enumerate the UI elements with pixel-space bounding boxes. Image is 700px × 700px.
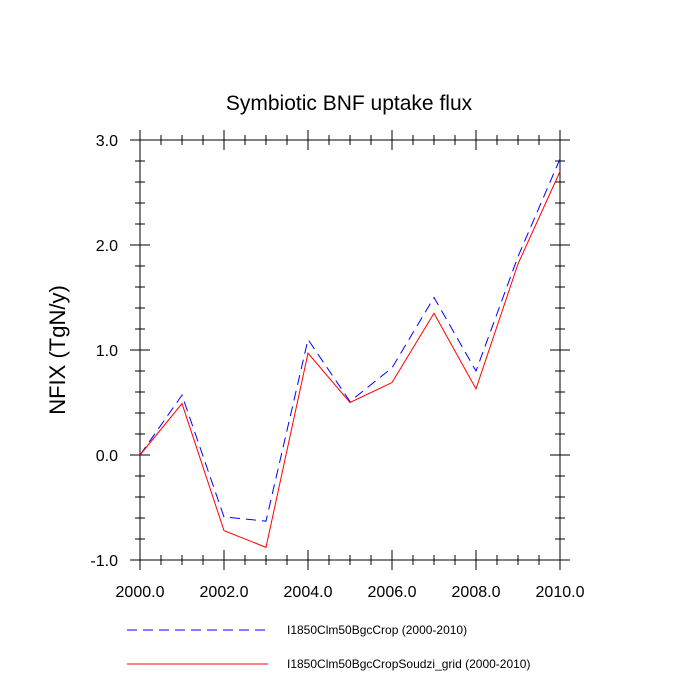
x-tick-label: 2006.0 — [368, 584, 417, 601]
x-tick-label: 2010.0 — [536, 584, 585, 601]
series-line-1 — [139, 158, 561, 522]
series-line-2 — [139, 171, 561, 549]
axes: 2000.0 2002.0 2004.0 2006.0 2008.0 2010.0 3.0 2… — [90, 130, 585, 601]
y-tick-label: 1.0 — [96, 343, 118, 360]
plot-frame — [139, 139, 561, 561]
chart-title: Symbiotic BNF uptake flux — [226, 92, 473, 115]
y-tick-label: 0.0 — [96, 448, 118, 465]
series-group — [139, 158, 561, 549]
x-tick-label: 2008.0 — [452, 584, 501, 601]
legend-label-2: I1850Clm50BgcCropSoudzi_grid (2000-2010) — [287, 657, 530, 671]
legend-label-1: I1850Clm50BgcCrop (2000-2010) — [287, 623, 467, 637]
x-tick-label: 2004.0 — [284, 584, 333, 601]
legend: I1850Clm50BgcCrop (2000-2010) I1850Clm50B… — [127, 623, 530, 671]
x-tick-label: 2000.0 — [116, 584, 165, 601]
y-tick-label: 3.0 — [96, 133, 118, 150]
y-axis-label: NFIX (TgN/y) — [45, 285, 70, 415]
y-tick-label: -1.0 — [90, 553, 118, 570]
y-tick-label: 2.0 — [96, 238, 118, 255]
x-tick-label: 2002.0 — [200, 584, 249, 601]
